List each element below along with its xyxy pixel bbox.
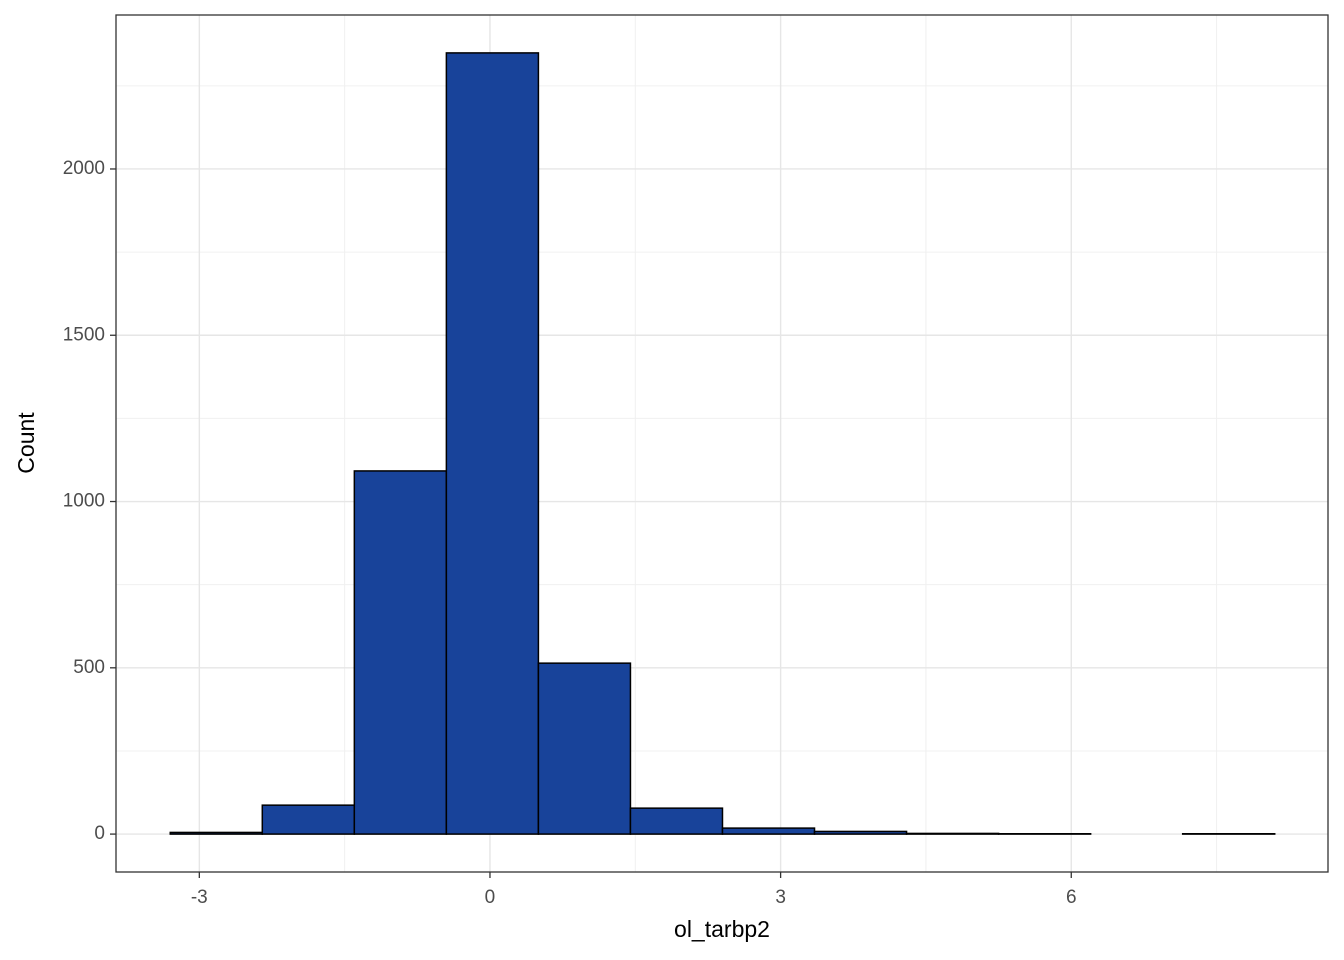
- y-tick-label: 500: [73, 657, 105, 678]
- bar: [537, 662, 632, 835]
- bar: [721, 827, 816, 835]
- x-tick-label: 0: [485, 887, 496, 908]
- y-axis-title: Count: [13, 412, 39, 474]
- panel-border: [115, 14, 1329, 873]
- x-tick-label: 6: [1066, 887, 1077, 908]
- bars: [169, 52, 1276, 835]
- bar: [629, 807, 724, 835]
- bar: [813, 830, 908, 835]
- bar: [353, 470, 448, 835]
- bar: [905, 832, 1000, 835]
- bar: [445, 52, 540, 835]
- x-tick-label: -3: [191, 887, 208, 908]
- bar: [261, 804, 356, 835]
- x-tick-label: 3: [775, 887, 786, 908]
- bar: [169, 831, 264, 835]
- y-tick-label: 1500: [63, 324, 105, 345]
- y-tick-label: 2000: [63, 158, 105, 179]
- y-tick-label: 1000: [63, 491, 105, 512]
- x-axis-title: ol_tarbp2: [674, 916, 770, 942]
- y-tick-label: 0: [94, 823, 105, 844]
- axes: 0 500 1000 1500 2000 -3 0 3 6: [63, 158, 1077, 908]
